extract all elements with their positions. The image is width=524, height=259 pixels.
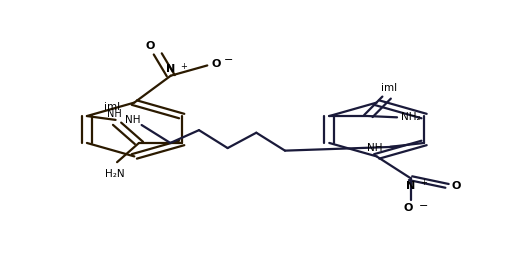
Text: iml: iml	[104, 102, 120, 112]
Text: NH: NH	[125, 115, 140, 125]
Text: NH₂: NH₂	[401, 112, 421, 122]
Text: NH: NH	[367, 143, 383, 153]
Text: +: +	[420, 178, 427, 187]
Text: O: O	[146, 41, 155, 51]
Text: NH: NH	[107, 109, 122, 119]
Text: iml: iml	[381, 83, 397, 93]
Text: O: O	[212, 59, 221, 69]
Text: O: O	[403, 203, 412, 213]
Text: H₂N: H₂N	[105, 169, 124, 178]
Text: +: +	[180, 62, 187, 70]
Text: O: O	[451, 181, 461, 191]
Text: −: −	[418, 201, 428, 211]
Text: N: N	[406, 181, 415, 191]
Text: N: N	[166, 64, 176, 74]
Text: −: −	[224, 55, 233, 65]
